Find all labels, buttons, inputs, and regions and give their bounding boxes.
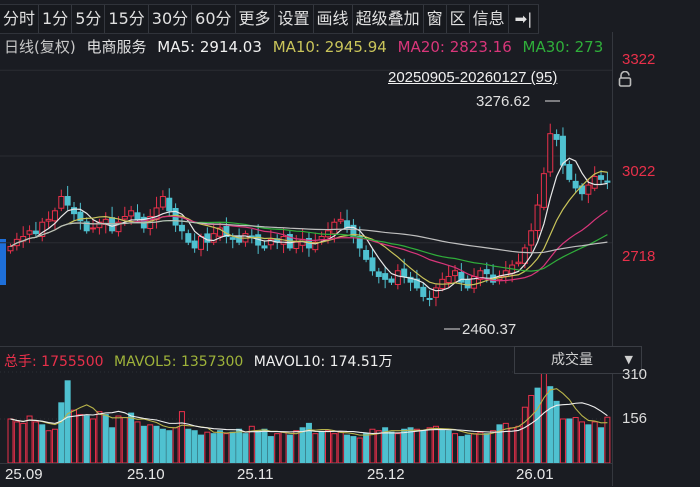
- price-tick-3022: 3022: [622, 163, 656, 180]
- lock-icon[interactable]: [618, 71, 632, 87]
- vol-tick-156: 156: [622, 410, 648, 427]
- dropdown-arrow-icon: ▼: [624, 353, 633, 366]
- ma10-value: MA10: 2945.94: [272, 38, 387, 56]
- sector-name: 电商服务: [86, 38, 147, 56]
- toolbar-item[interactable]: 5分: [72, 5, 106, 33]
- ma20-value: MA20: 2823.16: [397, 38, 512, 56]
- price-tick-3322: 3322: [622, 51, 656, 68]
- toolbar-item[interactable]: 超级叠加: [353, 5, 424, 33]
- toolbar-item[interactable]: 信息: [470, 5, 509, 33]
- svg-text:3276.62: 3276.62: [476, 93, 530, 110]
- period-label[interactable]: 日线(复权): [4, 38, 76, 56]
- y-axis-divider: [612, 32, 613, 486]
- indicator-info-bar: 日线(复权) 电商服务 MA5: 2914.03 MA10: 2945.94 M…: [4, 36, 609, 57]
- total-volume: 总手: 1755500: [4, 354, 104, 370]
- toolbar-item[interactable]: 30分: [149, 5, 193, 33]
- toolbar-item[interactable]: 窗: [424, 5, 447, 33]
- toolbar-item[interactable]: 分时: [0, 5, 40, 33]
- date-range-label[interactable]: 20250905-20260127 (95): [388, 69, 558, 86]
- vol-tick-310: 310: [622, 366, 648, 383]
- x-tick: 25.10: [127, 466, 165, 483]
- x-axis: 25.09 25.10 25.11 25.12 26.01: [0, 463, 612, 487]
- toolbar-item[interactable]: 更多: [236, 5, 275, 33]
- ma5-value: MA5: 2914.03: [157, 38, 262, 56]
- panel-divider: [0, 346, 612, 347]
- x-tick: 26.01: [516, 466, 554, 483]
- price-tick-2718: 2718: [622, 248, 656, 265]
- indicator-select-label: 成交量: [551, 352, 593, 368]
- toolbar-item[interactable]: 画线: [314, 5, 353, 33]
- x-tick: 25.09: [5, 466, 43, 483]
- mavol10-value: MAVOL10: 174.51万: [253, 354, 393, 370]
- toolbar-item[interactable]: 1分: [39, 5, 73, 33]
- toolbar-item[interactable]: 设置: [275, 5, 314, 33]
- x-tick: 25.11: [237, 466, 274, 483]
- mavol5-value: MAVOL5: 1357300: [113, 354, 244, 370]
- left-scroll-handle[interactable]: [0, 239, 6, 285]
- x-tick: 25.12: [367, 466, 405, 483]
- period-toolbar: 分时 1分 5分 15分 30分 60分 更多 设置 画线 超级叠加窗区信息 ➡|: [0, 4, 540, 34]
- toolbar-item[interactable]: 60分: [192, 5, 236, 33]
- collapse-right-icon[interactable]: ➡|: [509, 5, 540, 33]
- svg-text:2460.37: 2460.37: [462, 321, 516, 338]
- toolbar-item[interactable]: 15分: [105, 5, 149, 33]
- indicator-select[interactable]: 成交量 ▼: [514, 346, 642, 374]
- kline-chart[interactable]: 3276.62 2460.37: [0, 0, 612, 486]
- toolbar-item[interactable]: 区: [447, 5, 470, 33]
- volume-info-bar: 总手: 1755500 MAVOL5: 1357300 MAVOL10: 174…: [4, 351, 399, 371]
- ma30-value: MA30: 273: [522, 38, 604, 56]
